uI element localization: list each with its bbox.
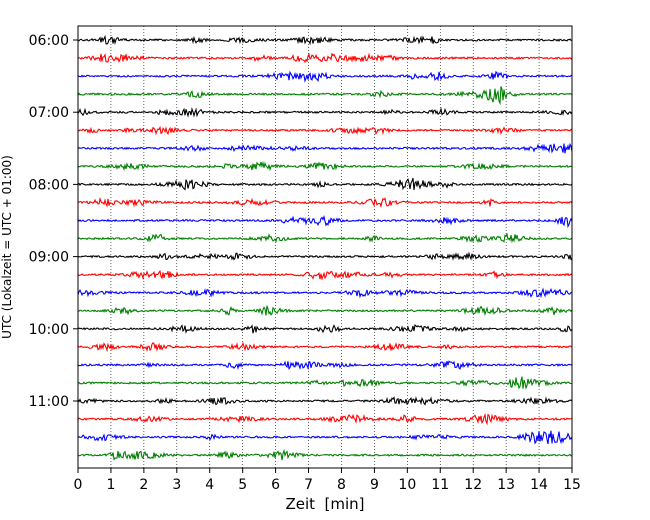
trace-0645 bbox=[77, 86, 573, 106]
trace-0915 bbox=[77, 269, 573, 281]
trace-1000 bbox=[77, 323, 573, 334]
y-axis: 06:00 07:00 08:00 09:00 10:00 11:00 bbox=[29, 33, 78, 410]
x-tick-label: 10 bbox=[398, 477, 416, 493]
trace-0715 bbox=[77, 125, 573, 136]
y-tick-label: 09:00 bbox=[29, 250, 69, 266]
x-tick-label: 5 bbox=[238, 477, 247, 493]
trace-0700 bbox=[77, 106, 573, 118]
trace-0900 bbox=[77, 251, 573, 261]
trace-1115 bbox=[77, 413, 573, 426]
trace-0600 bbox=[77, 34, 572, 46]
trace-0930 bbox=[77, 287, 573, 299]
trace-1015 bbox=[77, 341, 573, 353]
y-tick-label: 10:00 bbox=[29, 322, 69, 338]
x-tick-label: 1 bbox=[106, 477, 115, 493]
trace-1045 bbox=[77, 376, 573, 390]
x-tick-label: 15 bbox=[563, 477, 581, 493]
trace-1030 bbox=[77, 360, 573, 371]
x-tick-label: 4 bbox=[205, 477, 214, 493]
x-tick-label: 2 bbox=[139, 477, 148, 493]
x-tick-label: 9 bbox=[370, 477, 379, 493]
trace-0945 bbox=[77, 305, 573, 317]
trace-0800 bbox=[77, 177, 573, 191]
x-tick-label: 8 bbox=[337, 477, 346, 493]
x-tick-label: 13 bbox=[497, 477, 515, 493]
trace-0745 bbox=[77, 160, 573, 172]
x-axis-label: Zeit [min] bbox=[285, 495, 364, 513]
plot-frame bbox=[77, 25, 573, 469]
y-tick-label: 07:00 bbox=[29, 105, 69, 121]
y-tick-label: 08:00 bbox=[29, 177, 69, 193]
x-tick-label: 14 bbox=[530, 477, 548, 493]
x-axis: 0 1 2 3 4 5 6 7 8 9 10 11 12 13 14 15 bbox=[74, 468, 581, 493]
x-tick-label: 7 bbox=[304, 477, 313, 493]
trace-0730 bbox=[77, 142, 573, 154]
grid-layer bbox=[110, 26, 540, 468]
x-tick-label: 0 bbox=[74, 477, 83, 493]
trace-0615 bbox=[77, 52, 573, 64]
x-tick-label: 12 bbox=[464, 477, 482, 493]
trace-1145 bbox=[77, 448, 573, 461]
trace-0815 bbox=[77, 196, 573, 208]
trace-0630 bbox=[77, 70, 573, 83]
trace-0830 bbox=[77, 214, 573, 229]
trace-layer bbox=[77, 34, 573, 461]
y-tick-label: 11:00 bbox=[29, 394, 69, 410]
trace-1130 bbox=[77, 430, 573, 445]
trace-0845 bbox=[77, 232, 573, 244]
trace-1100 bbox=[77, 396, 573, 406]
x-tick-label: 3 bbox=[172, 477, 181, 493]
x-tick-label: 6 bbox=[271, 477, 280, 493]
y-tick-label: 06:00 bbox=[29, 33, 69, 49]
y-axis-label: UTC (Lokalzeit = UTC + 01:00) bbox=[0, 155, 14, 339]
x-tick-label: 11 bbox=[431, 477, 449, 493]
